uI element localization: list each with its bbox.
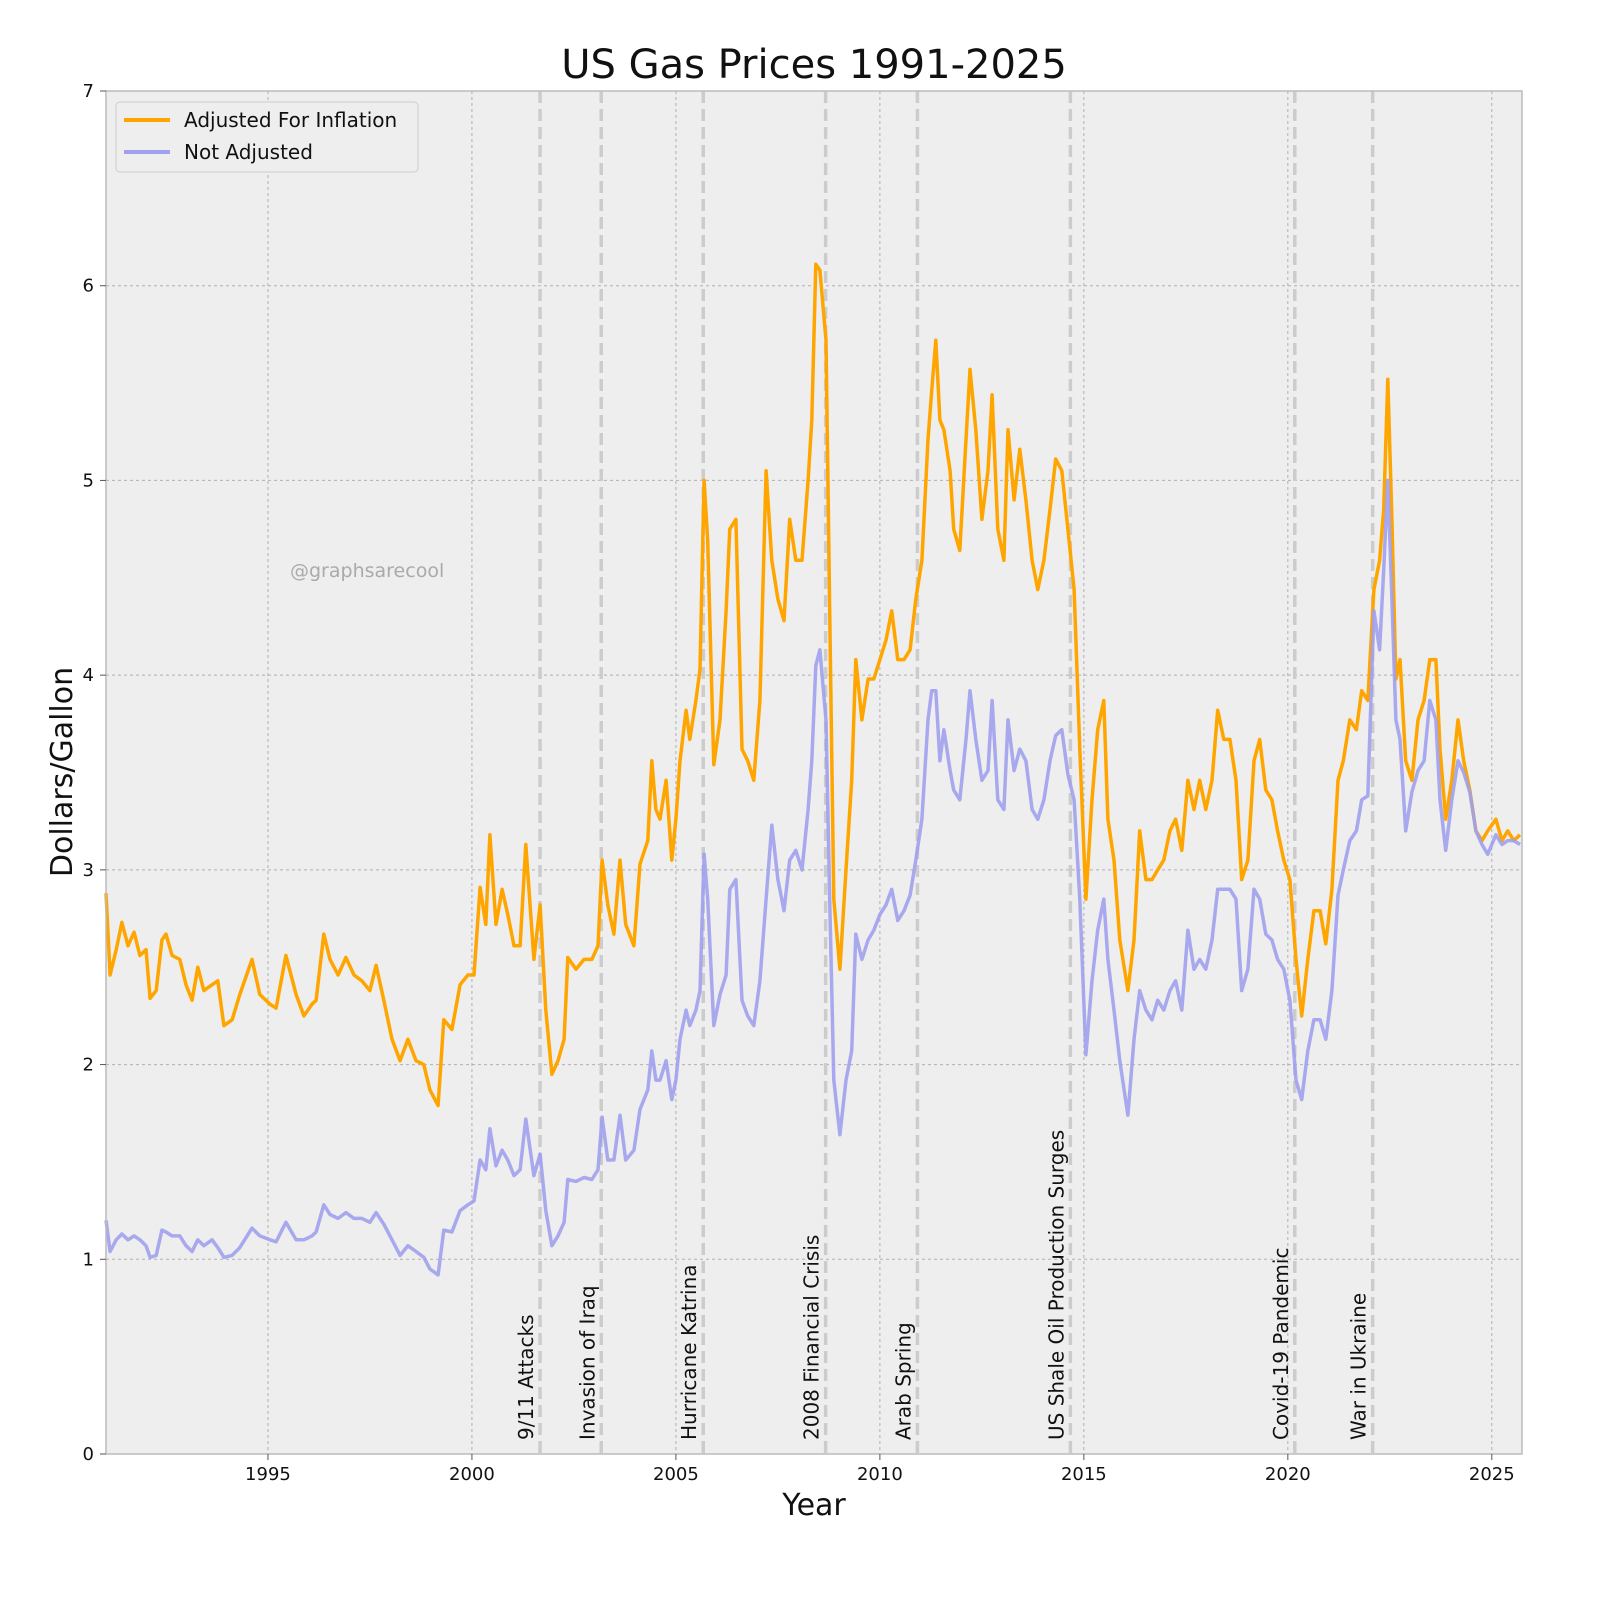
event-label: Arab Spring [891, 1322, 915, 1440]
event-label: US Shale Oil Production Surges [1044, 1130, 1068, 1440]
y-tick-label: 6 [83, 276, 94, 297]
event-label: Covid-19 Pandemic [1269, 1248, 1293, 1440]
x-tick-label: 2015 [1061, 1464, 1107, 1485]
event-label: 9/11 Attacks [514, 1314, 538, 1440]
series-line-not-adjusted [104, 478, 1521, 1277]
x-tick-label: 1995 [245, 1464, 291, 1485]
x-axis-label: Year [781, 1488, 846, 1523]
legend-box [115, 101, 419, 173]
grid [106, 91, 1522, 1454]
chart-title: US Gas Prices 1991-2025 [561, 42, 1067, 88]
plot-frame [105, 90, 1523, 1455]
watermark: @graphsarecool [290, 560, 444, 582]
y-tick-label: 1 [83, 1249, 94, 1270]
y-axis-label: Dollars/Gallon [45, 667, 80, 877]
event-label: Hurricane Katrina [677, 1264, 701, 1440]
y-tick-label: 5 [83, 470, 94, 491]
event-label: 2008 Financial Crisis [800, 1235, 824, 1440]
y-tick-label: 2 [83, 1055, 94, 1076]
event-markers: 9/11 Attacks Invasion of Iraq Hurricane Ka… [514, 91, 1375, 1454]
x-tick-label: 2010 [857, 1464, 903, 1485]
legend: Adjusted For Inflation Not Adjusted [115, 101, 419, 173]
x-tick-label: 2005 [653, 1464, 699, 1485]
event-label: War in Ukraine [1347, 1293, 1371, 1440]
event-label: Invasion of Iraq [575, 1285, 599, 1440]
x-tick-label: 2020 [1265, 1464, 1311, 1485]
x-tick-label: 2000 [449, 1464, 495, 1485]
series-lines [104, 262, 1522, 1277]
y-tick-label: 3 [83, 860, 94, 881]
legend-label-adjusted: Adjusted For Inflation [184, 108, 397, 132]
y-tick-label: 7 [83, 81, 94, 102]
y-tick-label: 0 [83, 1444, 94, 1465]
y-tick-label: 4 [83, 665, 94, 686]
legend-label-not-adjusted: Not Adjusted [184, 140, 313, 164]
series-line-adjusted [104, 262, 1522, 1108]
x-tick-label: 2025 [1469, 1464, 1515, 1485]
tick-labels: 1995 2000 2005 2010 2015 2020 2025 0 1 2 3 4 5 6 7 [83, 81, 1515, 1485]
